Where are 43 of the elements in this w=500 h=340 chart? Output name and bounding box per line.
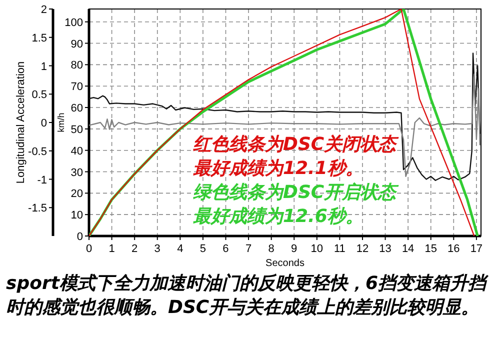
y-tick-label: 10 bbox=[70, 210, 83, 222]
y2-tick-label: -1 bbox=[37, 174, 47, 186]
y2-tick-label: 1.5 bbox=[32, 32, 47, 44]
y-tick-label: 70 bbox=[70, 81, 83, 94]
x-tick-label: 5 bbox=[200, 243, 206, 255]
y-tick-label: 60 bbox=[70, 102, 83, 115]
x-tick-label: 11 bbox=[334, 243, 346, 255]
x-tick-label: 14 bbox=[402, 243, 414, 255]
x-tick-label: 3 bbox=[154, 243, 160, 255]
x-tick-label: 0 bbox=[86, 243, 92, 255]
x-tick-label: 1 bbox=[108, 243, 115, 255]
x-tick-label: 2 bbox=[132, 243, 138, 255]
y-axis-title: km/h bbox=[56, 112, 66, 132]
x-tick-label: 15 bbox=[424, 243, 437, 255]
x-tick-label: 10 bbox=[310, 243, 324, 255]
x-tick-label: 9 bbox=[291, 243, 298, 255]
y-tick-label: 80 bbox=[70, 60, 83, 72]
x-tick-label: 6 bbox=[222, 243, 229, 255]
x-tick-label: 16 bbox=[448, 243, 460, 255]
y-tick-label: 20 bbox=[70, 188, 83, 200]
y-tick-label: 100 bbox=[64, 16, 83, 29]
x-tick-label: 12 bbox=[356, 243, 369, 255]
x-tick-label: 4 bbox=[177, 243, 184, 255]
y2-tick-label: 1 bbox=[40, 60, 47, 73]
annotation: 最好成绩为12.1秒。 bbox=[193, 158, 364, 179]
y-tick-label: 90 bbox=[70, 38, 83, 50]
x-tick-label: 13 bbox=[379, 243, 392, 255]
x-tick-label: 7 bbox=[245, 243, 252, 255]
text: sport模式下全力加速时油门的反映更轻快，6挡变速箱升挡时的感觉也很顺畅。DSC开与关在成绩上的差别比较明显。 bbox=[6, 272, 490, 320]
y2-axis-title: Longitudinal Acceleration bbox=[15, 61, 27, 184]
y2-tick-label: -0.5 bbox=[28, 146, 47, 158]
y-tick-label: 50 bbox=[70, 124, 83, 136]
y-tick-label: 40 bbox=[70, 145, 83, 158]
annotation: 红色线条为DSC关闭状态 bbox=[192, 134, 400, 155]
y2-tick-label: 0 bbox=[40, 118, 47, 130]
x-tick-label: 17 bbox=[470, 243, 483, 255]
y2-tick-label: 0.5 bbox=[32, 89, 47, 102]
y2-tick-label: -1.5 bbox=[28, 202, 47, 215]
y-tick-label: 30 bbox=[70, 166, 83, 179]
x-tick-label: 8 bbox=[268, 243, 274, 255]
x-axis-title: Seconds bbox=[266, 258, 304, 269]
y2-tick-label: 2 bbox=[40, 4, 47, 16]
y-tick-label: 0 bbox=[76, 231, 83, 243]
